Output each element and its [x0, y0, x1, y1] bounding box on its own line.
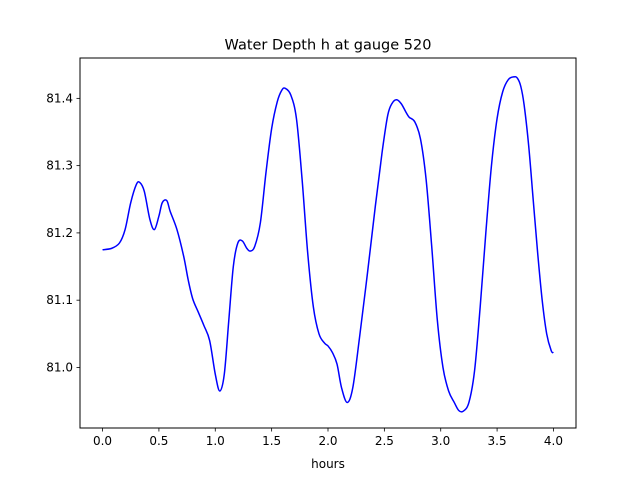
x-tick-label: 0.5 — [149, 434, 168, 448]
x-tick-label: 1.5 — [262, 434, 281, 448]
y-tick-label: 81.0 — [46, 360, 73, 374]
x-tick-label: 4.0 — [544, 434, 563, 448]
x-tick-label: 2.0 — [318, 434, 337, 448]
y-tick-label: 81.1 — [46, 293, 73, 307]
x-tick-label: 0.0 — [93, 434, 112, 448]
chart-title: Water Depth h at gauge 520 — [225, 38, 432, 54]
x-tick-label: 3.5 — [488, 434, 507, 448]
x-tick-label: 1.0 — [206, 434, 225, 448]
x-axis-label: hours — [311, 457, 345, 471]
y-tick-label: 81.3 — [46, 159, 73, 173]
y-tick-label: 81.2 — [46, 226, 73, 240]
series-line-0 — [102, 75, 554, 413]
y-tick-label: 81.4 — [46, 91, 73, 105]
x-tick-label: 2.5 — [375, 434, 394, 448]
x-tick-label: 3.0 — [431, 434, 450, 448]
